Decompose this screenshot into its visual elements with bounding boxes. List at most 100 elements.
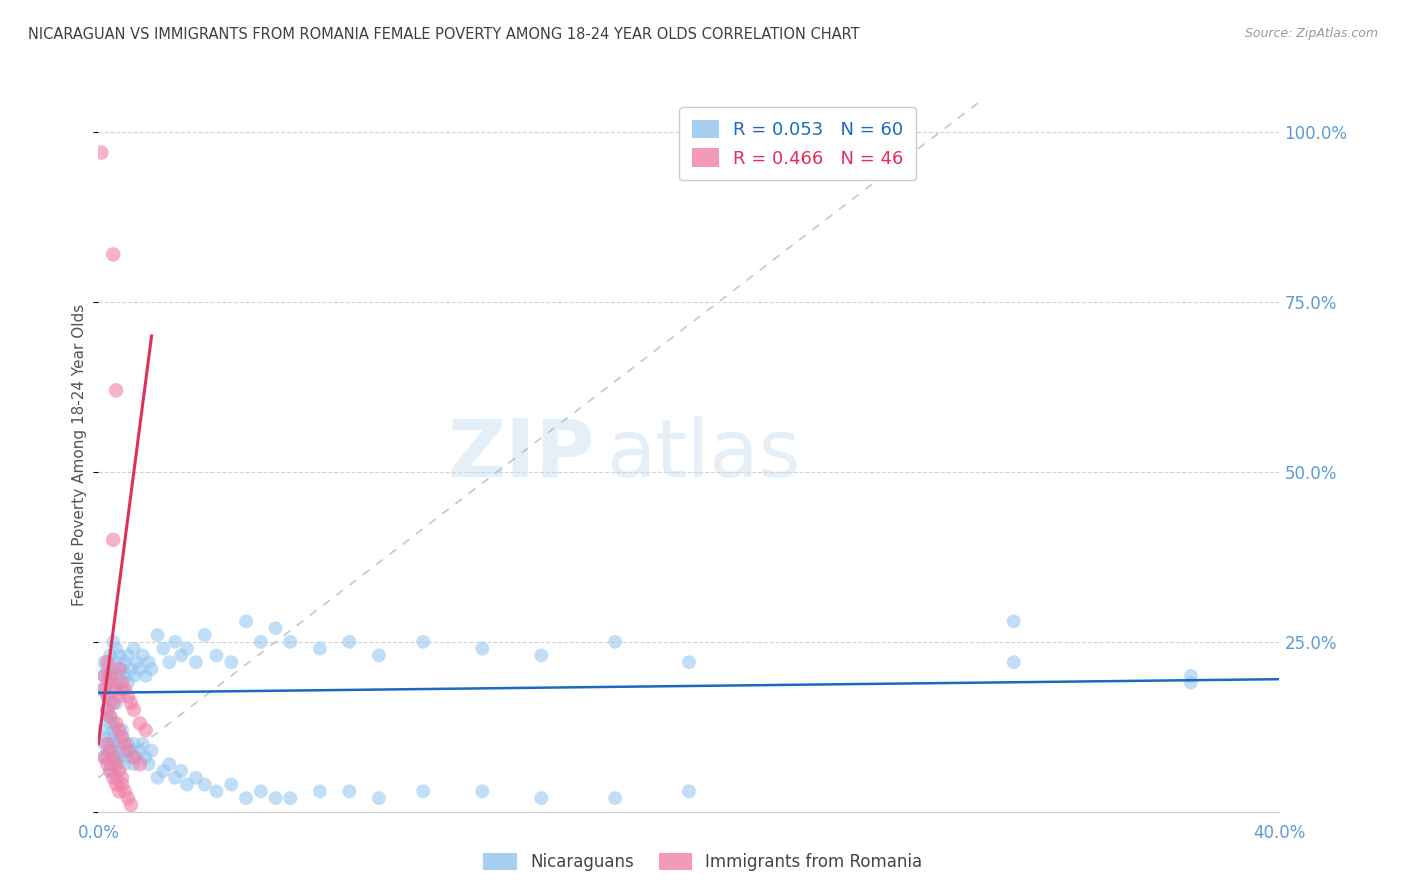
Point [105,737,128,751]
Point [98,743,121,757]
Point [96,750,118,764]
Point [184,771,207,785]
Point [111,675,134,690]
Point [96,662,118,676]
Point [111,771,134,785]
Point [605,791,627,805]
Point [96,757,118,772]
Point [1002,655,1025,669]
Point [105,655,128,669]
Point [108,689,131,703]
Point [108,648,131,663]
Point [235,791,257,805]
Point [114,743,136,757]
Point [108,662,131,676]
Point [146,628,169,642]
Point [114,669,136,683]
Point [165,635,187,649]
Point [111,682,134,697]
Point [152,764,174,778]
Text: ZIP: ZIP [447,416,595,494]
Point [141,662,163,676]
Point [135,750,157,764]
Point [412,784,434,798]
Point [278,791,302,805]
Point [103,743,125,757]
Point [105,682,128,697]
Point [105,771,128,785]
Point [157,757,180,772]
Point [98,757,121,772]
Point [678,784,700,798]
Point [165,771,187,785]
Point [138,757,160,772]
Legend: R = 0.053   N = 60, R = 0.466   N = 46: R = 0.053 N = 60, R = 0.466 N = 46 [679,107,917,180]
Point [530,648,553,663]
Text: Source: ZipAtlas.com: Source: ZipAtlas.com [1244,27,1378,40]
Point [98,709,121,723]
Point [250,784,273,798]
Point [138,655,160,669]
Point [114,682,136,697]
Point [264,791,287,805]
Point [122,641,145,656]
Point [96,703,118,717]
Point [157,655,180,669]
Point [98,696,121,710]
Point [264,621,287,635]
Point [103,771,125,785]
Point [108,743,131,757]
Point [176,778,198,792]
Point [93,750,115,764]
Point [128,662,150,676]
Point [120,696,142,710]
Point [98,764,121,778]
Point [117,737,139,751]
Point [122,737,145,751]
Point [96,689,118,703]
Point [235,615,257,629]
Point [114,757,136,772]
Point [146,771,169,785]
Point [114,737,136,751]
Point [128,716,150,731]
Point [471,641,494,656]
Point [98,716,121,731]
Point [135,723,157,738]
Point [96,743,118,757]
Point [339,784,360,798]
Point [96,703,118,717]
Point [120,662,142,676]
Point [96,689,118,703]
Point [103,730,125,744]
Point [103,662,125,676]
Point [250,635,273,649]
Point [605,635,627,649]
Point [105,750,128,764]
Point [114,784,136,798]
Point [98,737,121,751]
Point [96,730,118,744]
Point [103,737,125,751]
Point [111,723,134,738]
Point [98,669,121,683]
Point [170,648,193,663]
Point [98,669,121,683]
Point [117,791,139,805]
Point [184,655,207,669]
Point [117,675,139,690]
Point [170,764,193,778]
Point [93,737,115,751]
Point [309,641,332,656]
Point [114,655,136,669]
Point [108,723,131,738]
Point [141,743,163,757]
Point [90,145,112,160]
Point [194,778,217,792]
Point [368,791,391,805]
Point [93,682,115,697]
Point [105,384,128,398]
Point [105,778,128,792]
Point [309,784,332,798]
Point [278,635,302,649]
